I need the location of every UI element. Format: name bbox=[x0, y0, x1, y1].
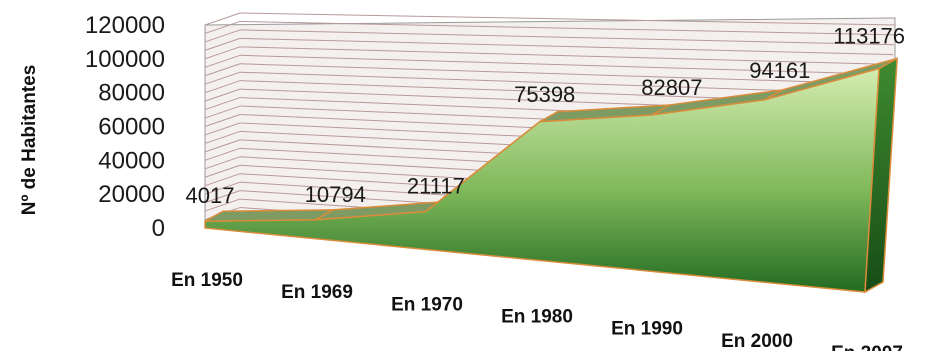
y-tick-label: 0 bbox=[152, 215, 165, 242]
gridline-left bbox=[204, 20, 241, 34]
x-tick-label: En 2007 bbox=[831, 343, 903, 351]
x-tick-label: En 1990 bbox=[611, 319, 683, 340]
gridline bbox=[239, 12, 896, 26]
x-tick-label: En 1970 bbox=[391, 294, 463, 315]
gridline-left bbox=[204, 122, 241, 136]
gridline-left bbox=[204, 130, 241, 144]
x-tick-label: En 1969 bbox=[281, 282, 353, 303]
gridline-left bbox=[204, 114, 241, 127]
gridline-left bbox=[204, 88, 241, 102]
data-label: 113176 bbox=[833, 23, 905, 48]
gridline-left bbox=[204, 190, 241, 204]
data-label: 94161 bbox=[749, 58, 810, 83]
y-tick-label: 120000 bbox=[85, 12, 165, 39]
gridline-left bbox=[204, 198, 241, 212]
gridline bbox=[239, 63, 892, 85]
y-tick-label: 20000 bbox=[98, 181, 165, 208]
gridline-left bbox=[204, 71, 241, 85]
gridline-left bbox=[204, 173, 241, 187]
y-axis-label: Nº de Habitantes bbox=[19, 65, 40, 216]
gridline-left bbox=[204, 147, 241, 161]
data-label: 10794 bbox=[305, 182, 366, 207]
gridline-left bbox=[204, 37, 241, 51]
y-tick-label: 40000 bbox=[98, 147, 165, 174]
gridline-left bbox=[204, 156, 241, 170]
gridline-left bbox=[204, 54, 241, 68]
x-tick-label: En 1950 bbox=[171, 270, 243, 291]
y-tick-label: 80000 bbox=[98, 80, 165, 107]
gridline-left bbox=[204, 63, 241, 77]
gridline-left bbox=[204, 29, 241, 43]
y-tick-label: 60000 bbox=[98, 114, 165, 141]
y-axis-ticks: 0 20000 40000 60000 80000 100000 120000 bbox=[85, 12, 165, 242]
area-side-face bbox=[864, 57, 898, 294]
y-tick-label: 100000 bbox=[85, 46, 165, 73]
gridline-left bbox=[204, 80, 241, 94]
gridline-left bbox=[204, 181, 241, 195]
gridline-left bbox=[204, 97, 241, 111]
data-label: 82807 bbox=[641, 75, 702, 100]
data-label: 75398 bbox=[514, 82, 575, 107]
gridline bbox=[239, 46, 893, 65]
gridline-left bbox=[204, 164, 241, 178]
data-labels: 4017 10794 21117 75398 82807 94161 113176 bbox=[186, 23, 906, 208]
data-label: 21117 bbox=[407, 174, 465, 199]
gridline-left bbox=[204, 46, 241, 60]
gridline-left bbox=[204, 105, 241, 119]
area-series bbox=[204, 57, 898, 294]
gridline bbox=[239, 29, 894, 46]
x-tick-label: En 2000 bbox=[721, 331, 793, 351]
gridline bbox=[239, 37, 894, 56]
x-tick-label: En 1980 bbox=[501, 307, 573, 328]
gridline-left bbox=[204, 12, 241, 26]
gridline bbox=[239, 20, 895, 36]
data-label: 4017 bbox=[186, 183, 235, 208]
gridline bbox=[239, 54, 892, 75]
gridline-left bbox=[204, 139, 241, 153]
x-axis-ticks: En 1950 En 1969 En 1970 En 1980 En 1990 En 20… bbox=[171, 270, 903, 351]
